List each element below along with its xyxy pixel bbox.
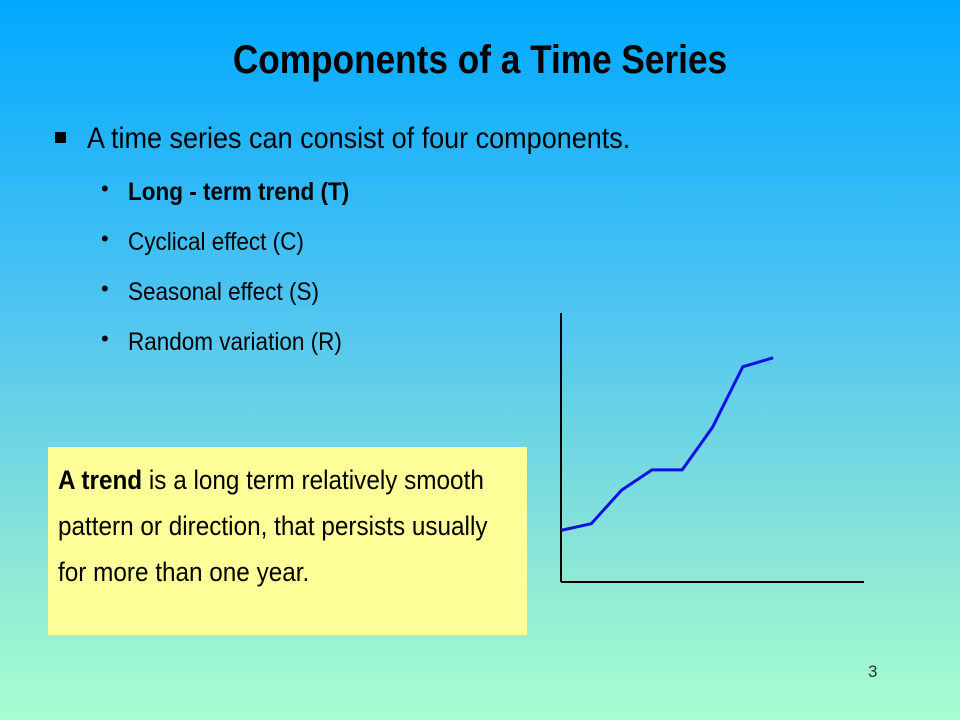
- main-bullet-text: A time series can consist of four compon…: [87, 122, 631, 155]
- sub-bullet-label: Cyclical effect (C): [128, 228, 304, 256]
- round-bullet-icon: •: [101, 276, 109, 301]
- round-bullet-icon: •: [101, 176, 109, 201]
- sub-bullet-label: Seasonal effect (S): [128, 278, 319, 306]
- callout-text: A trend is a long term relatively smooth…: [58, 457, 517, 595]
- slide-title: Components of a Time Series: [232, 38, 728, 82]
- callout-bold-term: A trend: [58, 465, 143, 495]
- trend-definition-callout: A trend is a long term relatively smooth…: [48, 447, 527, 635]
- round-bullet-icon: •: [101, 326, 109, 351]
- trend-line-chart: [560, 313, 864, 583]
- sub-bullet-label: Long - term trend (T): [128, 178, 350, 206]
- page-number: 3: [868, 662, 878, 681]
- square-bullet-icon: [55, 132, 66, 143]
- round-bullet-icon: •: [101, 226, 109, 251]
- callout-body: is a long term relatively smooth pattern…: [58, 465, 488, 587]
- trend-series-line: [560, 356, 774, 532]
- sub-bullet-label: Random variation (R): [128, 328, 342, 356]
